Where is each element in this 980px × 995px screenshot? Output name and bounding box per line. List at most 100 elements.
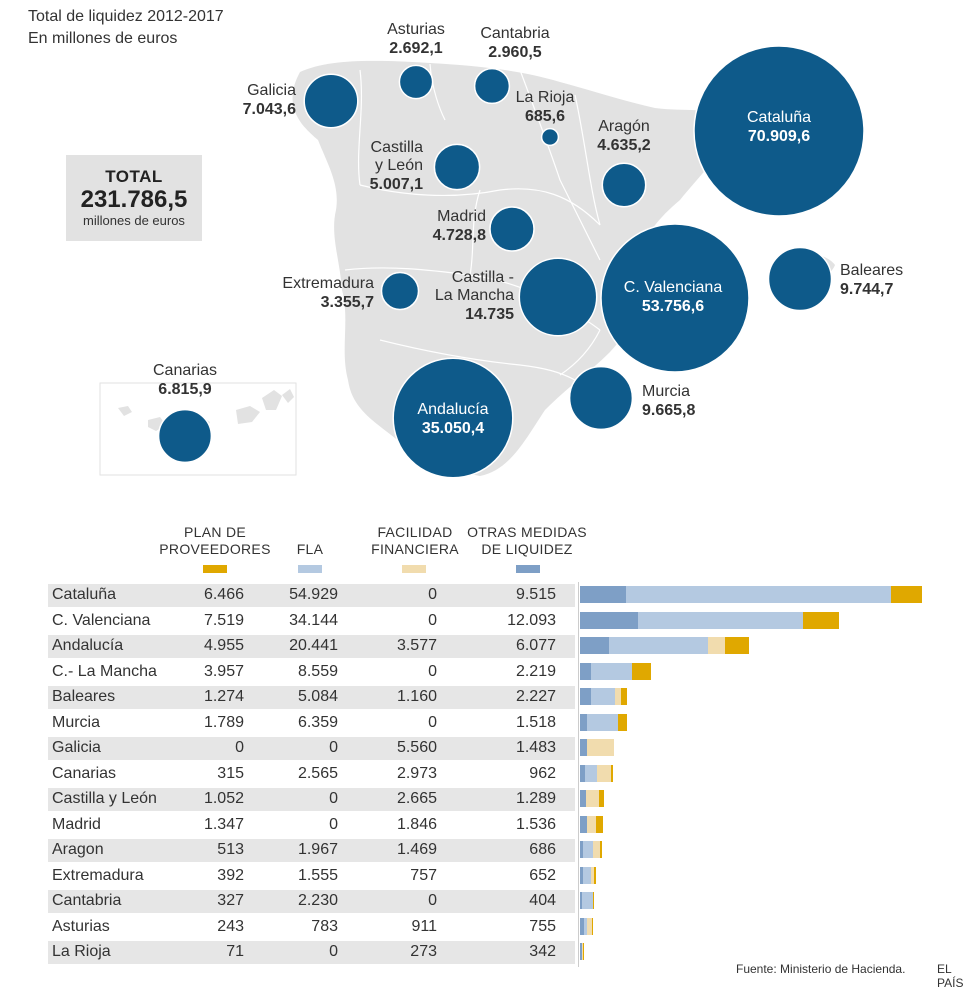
cell-proveedores: 327 (217, 892, 244, 909)
bar-segment-facilidad (597, 764, 612, 782)
table-row: Galicia 0 0 5.560 1.483 (48, 737, 575, 760)
column-header-otras-line2: DE LIQUIDEZ (481, 541, 573, 557)
bar-segment-otras (580, 713, 588, 731)
bar-segment-facilidad (587, 815, 597, 833)
bubble-label-castilla-y-león-2: y León (375, 157, 423, 174)
bar-segment-fla (609, 637, 708, 654)
table-row: Castilla y León 1.052 0 2.665 1.289 (48, 788, 575, 811)
column-header-otras: OTRAS MEDIDAS DE LIQUIDEZ (462, 524, 592, 558)
table-row: Canarias 315 2.565 2.973 962 (48, 763, 575, 786)
row-region-name: Murcia (52, 713, 101, 731)
bar-segment-otras (580, 739, 588, 756)
bubble-label-baleares: Baleares (840, 262, 903, 279)
bubble-cataluña (693, 45, 865, 217)
row-region-name: Madrid (52, 815, 101, 833)
cell-otras: 686 (529, 841, 556, 858)
cell-fla: 0 (329, 790, 338, 807)
bubble-label-madrid: Madrid (437, 208, 486, 225)
bar-segment-otras (580, 790, 587, 807)
bubble-aragón (601, 162, 647, 208)
brand-label: EL PAÍS (937, 962, 964, 990)
bar-segment-fla (583, 866, 591, 884)
row-region-name: C.- La Mancha (52, 662, 157, 680)
legend-swatch-facilidad (402, 565, 426, 573)
cell-fla: 0 (329, 739, 338, 756)
table-row: Baleares 1.274 5.084 1.160 2.227 (48, 686, 575, 709)
table-row: Extremadura 392 1.555 757 652 (48, 865, 575, 888)
cell-facilidad: 0 (428, 586, 437, 603)
bubbles-group (157, 45, 865, 479)
bubble-value-baleares: 9.744,7 (840, 281, 893, 298)
spain-bubble-map: Asturias 2.692,1 Cantabria 2.960,5 Galicia 7.… (99, 21, 903, 479)
bubble-label-galicia: Galicia (247, 82, 296, 99)
bar-segment-facilidad (615, 688, 621, 705)
bar-segment-otras (580, 841, 584, 858)
bar-segment-facilidad (707, 637, 726, 654)
bar-segment-fla (625, 586, 891, 603)
bar-segment-otras (580, 611, 639, 629)
bubble-canarias (157, 408, 213, 464)
row-region-name: Andalucía (52, 637, 124, 654)
bar-segment-otras (580, 866, 584, 884)
total-box: TOTAL 231.786,5 millones de euros (66, 155, 202, 241)
cell-otras: 1.483 (515, 739, 556, 756)
table-row: La Rioja 71 0 273 342 (48, 941, 575, 964)
bubble-la-rioja (540, 127, 560, 147)
bubble-value-andalucía: 35.050,4 (422, 420, 484, 437)
bar-segment-proveedores (611, 764, 613, 782)
cell-fla: 1.967 (297, 841, 338, 858)
bubble-value-asturias: 2.692,1 (389, 40, 442, 57)
cell-fla: 20.441 (289, 637, 338, 654)
bubble-label-c-valenciana: C. Valenciana (624, 279, 723, 296)
legend-swatch-otras (516, 565, 540, 573)
bar-segment-fla (583, 841, 593, 858)
bubble-label-asturias: Asturias (387, 21, 445, 38)
bar-segment-proveedores (890, 586, 922, 603)
bubble-castilla-y-león (433, 143, 481, 191)
legend-swatch-fla (298, 565, 322, 573)
bar-baseline (578, 582, 579, 967)
cell-facilidad: 3.577 (396, 637, 437, 654)
cell-otras: 962 (529, 764, 556, 782)
cell-proveedores: 243 (217, 917, 244, 935)
total-value: 231.786,5 (80, 186, 188, 213)
bubble-extremadura (380, 271, 420, 311)
bubble-label-castilla-la-mancha-2: La Mancha (435, 287, 514, 304)
bar-segment-fla (584, 764, 597, 782)
cell-fla: 0 (329, 943, 338, 960)
cell-proveedores: 1.274 (203, 688, 244, 705)
table-row: Aragon 513 1.967 1.469 686 (48, 839, 575, 862)
chart-title: Total de liquidez 2012-2017 (28, 8, 224, 25)
bar-segment-proveedores (592, 892, 595, 909)
bar-segment-proveedores (596, 815, 603, 833)
row-region-name: Baleares (52, 688, 116, 705)
cell-facilidad: 0 (428, 892, 437, 909)
column-header-otras-line1: OTRAS MEDIDAS (467, 524, 587, 540)
bar-segment-otras (580, 637, 610, 654)
cell-proveedores: 0 (235, 739, 244, 756)
cell-proveedores: 3.957 (203, 662, 244, 680)
bubble-label-canarias: Canarias (153, 362, 217, 379)
cell-facilidad: 5.560 (396, 739, 437, 756)
cell-otras: 12.093 (507, 611, 556, 629)
cell-facilidad: 1.469 (396, 841, 437, 858)
bar-segment-proveedores (583, 943, 584, 960)
row-region-name: Galicia (52, 739, 101, 756)
bubble-value-cataluña: 70.909,6 (748, 128, 810, 145)
cell-fla: 34.144 (289, 611, 338, 629)
bubble-galicia (303, 73, 359, 129)
cell-proveedores: 315 (217, 764, 244, 782)
bar-segment-fla (583, 917, 588, 935)
cell-otras: 1.518 (515, 713, 556, 731)
bar-segment-facilidad (581, 943, 583, 960)
cell-facilidad: 2.665 (396, 790, 437, 807)
bubble-murcia (568, 365, 634, 431)
table-row: C. Valenciana 7.519 34.144 0 12.093 (48, 610, 575, 633)
cell-proveedores: 1.052 (203, 790, 244, 807)
cell-facilidad: 1.846 (396, 815, 437, 833)
bar-segment-facilidad (587, 739, 614, 756)
cell-otras: 6.077 (515, 637, 556, 654)
column-header-fla: FLA (280, 541, 340, 558)
column-header-proveedores: PLAN DE PROVEEDORES (150, 524, 280, 558)
bar-segment-proveedores (632, 662, 652, 680)
